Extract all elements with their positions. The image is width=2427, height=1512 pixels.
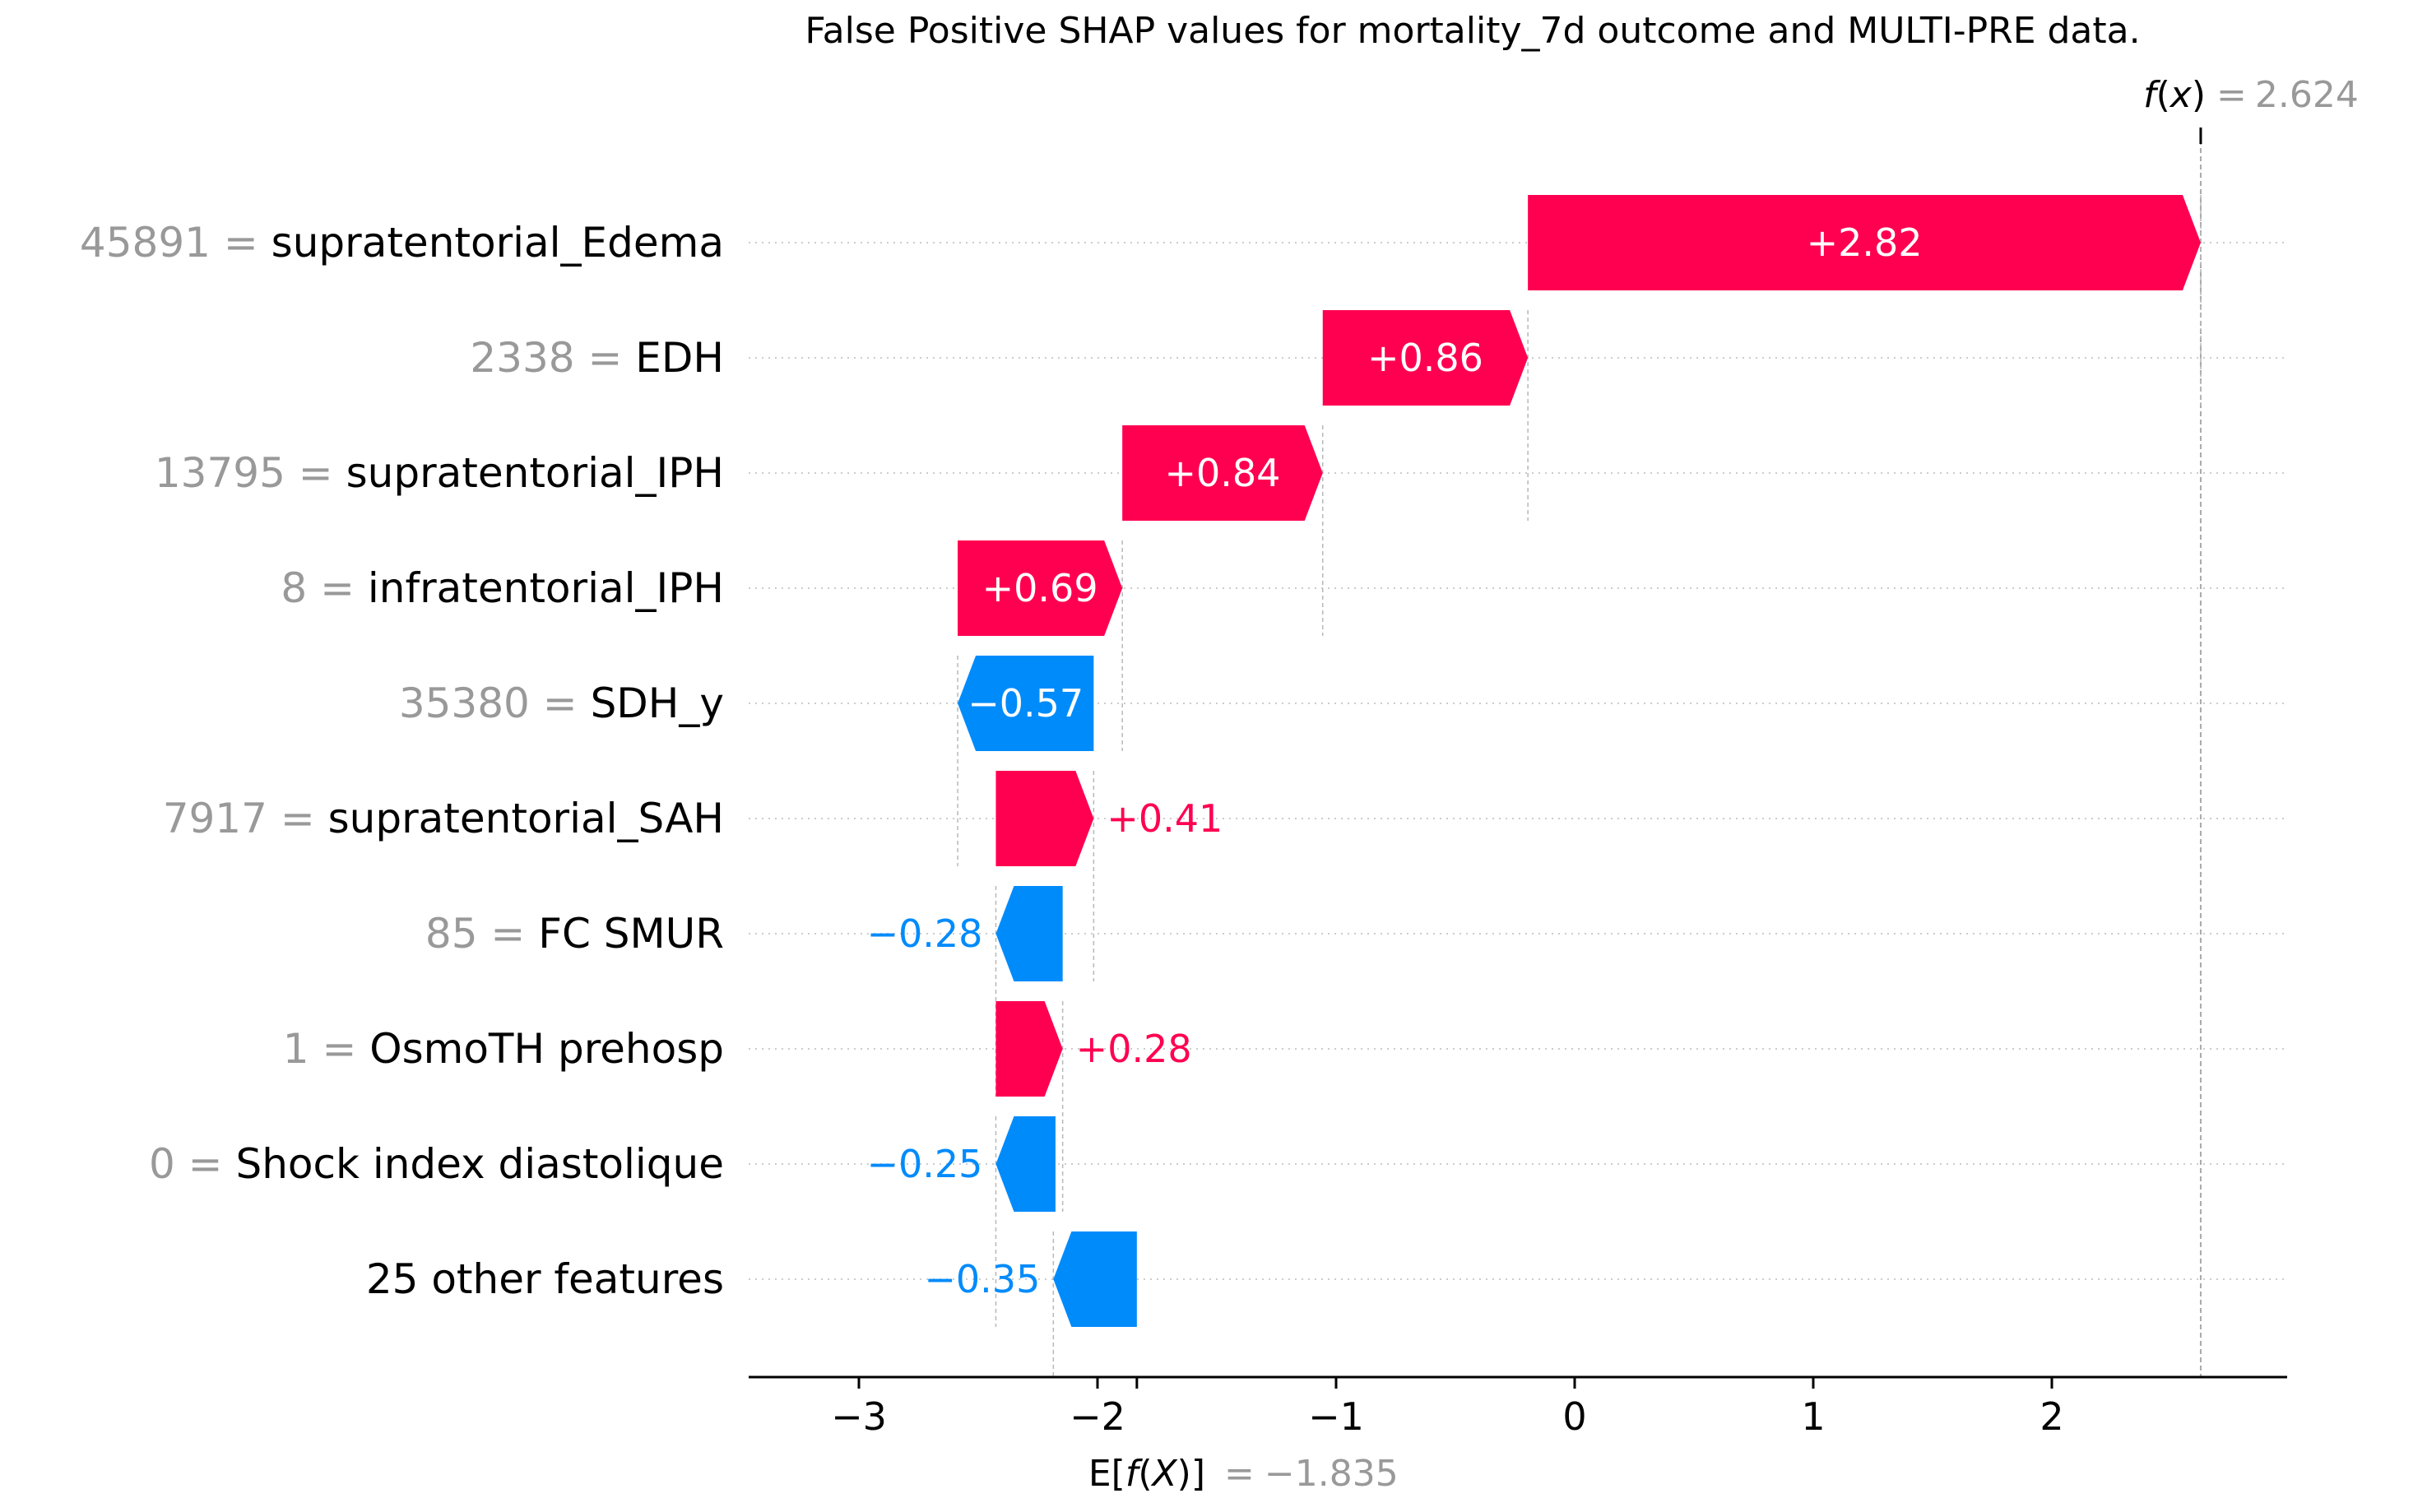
feature-value: 7917 =	[163, 795, 328, 842]
feature-value: 35380 =	[399, 679, 591, 727]
feature-name: 25 other features	[366, 1255, 724, 1303]
x-ticks: −3 −2 −1 0 1 2	[831, 1377, 2064, 1439]
x-axis: −3 −2 −1 0 1 2	[749, 1375, 2287, 1439]
positive-shap-bar	[995, 1001, 1063, 1097]
shap-value-label: +0.41	[1107, 796, 1223, 841]
feature-label: 2338 = EDH	[470, 334, 724, 382]
positive-shap-bar	[1322, 310, 1529, 406]
feature-name: SDH_y	[591, 679, 724, 727]
negative-shap-bar	[958, 656, 1094, 751]
feature-name: OsmoTH prehosp	[369, 1025, 724, 1073]
fx-value: = 2.624	[2216, 74, 2359, 116]
shap-value-label: +0.84	[1164, 451, 1280, 495]
chart-title: False Positive SHAP values for mortality…	[805, 10, 2140, 52]
x-tick-label: 1	[1801, 1394, 1825, 1439]
feature-name: FC SMUR	[538, 910, 724, 958]
feature-label: 0 = Shock index diastolique	[149, 1140, 724, 1188]
shap-value-label: −0.25	[866, 1142, 982, 1186]
shap-value-label: +0.28	[1076, 1027, 1192, 1071]
x-tick-label: −3	[831, 1394, 887, 1439]
x-tick-label: 0	[1562, 1394, 1586, 1439]
feature-value: 0 =	[149, 1140, 236, 1188]
shap-value-label: +2.82	[1807, 220, 1923, 265]
feature-label: 35380 = SDH_y	[399, 679, 724, 727]
negative-shap-bar	[995, 886, 1063, 981]
connector-lines	[957, 128, 2202, 1377]
feature-name: supratentorial_IPH	[346, 449, 724, 497]
feature-label: 45891 = supratentorial_Edema	[80, 219, 724, 267]
feature-value: 45891 =	[80, 219, 271, 267]
negative-shap-bar	[995, 1116, 1056, 1212]
feature-label: 7917 = supratentorial_SAH	[163, 795, 724, 842]
row-gridlines	[749, 242, 2287, 1280]
feature-value: 2338 =	[470, 334, 635, 382]
positive-shap-bar	[958, 540, 1123, 636]
positive-shap-bar	[995, 771, 1094, 866]
feature-value: 8 =	[281, 564, 368, 612]
feature-label: 25 other features	[366, 1255, 724, 1303]
feature-name: Shock index diastolique	[235, 1140, 724, 1188]
shap-value-label: −0.35	[924, 1257, 1040, 1301]
feature-name: infratentorial_IPH	[368, 564, 724, 612]
x-tick-label: −1	[1308, 1394, 1364, 1439]
shap-value-label: −0.28	[866, 911, 982, 956]
x-tick-label: −2	[1070, 1394, 1125, 1439]
x-tick-label: 2	[2040, 1394, 2063, 1439]
fx-annotation: f(x) = 2.624	[2143, 74, 2359, 116]
shap-value-label: +0.69	[982, 566, 1098, 610]
feature-value: 13795 =	[155, 449, 346, 497]
feature-name: supratentorial_Edema	[271, 219, 724, 267]
feature-labels: 45891 = supratentorial_Edema 2338 = EDH 13…	[80, 219, 724, 1303]
fx-label: f(x)	[2143, 74, 2206, 116]
shap-value-label: −0.57	[968, 681, 1084, 726]
efx-annotation: E[f(X)] = −1.835	[1088, 1453, 1399, 1495]
feature-name: EDH	[635, 334, 724, 382]
efx-value: = −1.835	[1224, 1453, 1399, 1495]
positive-shap-bar	[1528, 195, 2201, 290]
feature-label: 8 = infratentorial_IPH	[281, 564, 724, 612]
positive-shap-bar	[1122, 425, 1323, 521]
feature-name: supratentorial_SAH	[328, 795, 724, 842]
feature-label: 85 = FC SMUR	[425, 910, 724, 958]
bars: +2.82 +0.86 +0.84 +0.69 −0.57 +0.41 −0.28 +0.28…	[866, 195, 2201, 1327]
negative-shap-bar	[1053, 1231, 1137, 1327]
feature-label: 1 = OsmoTH prehosp	[283, 1025, 724, 1073]
feature-value: 85 =	[425, 910, 538, 958]
feature-value: 1 =	[283, 1025, 370, 1073]
efx-label: E[f(X)]	[1088, 1453, 1205, 1495]
shap-value-label: +0.86	[1367, 336, 1483, 380]
feature-label: 13795 = supratentorial_IPH	[155, 449, 724, 497]
